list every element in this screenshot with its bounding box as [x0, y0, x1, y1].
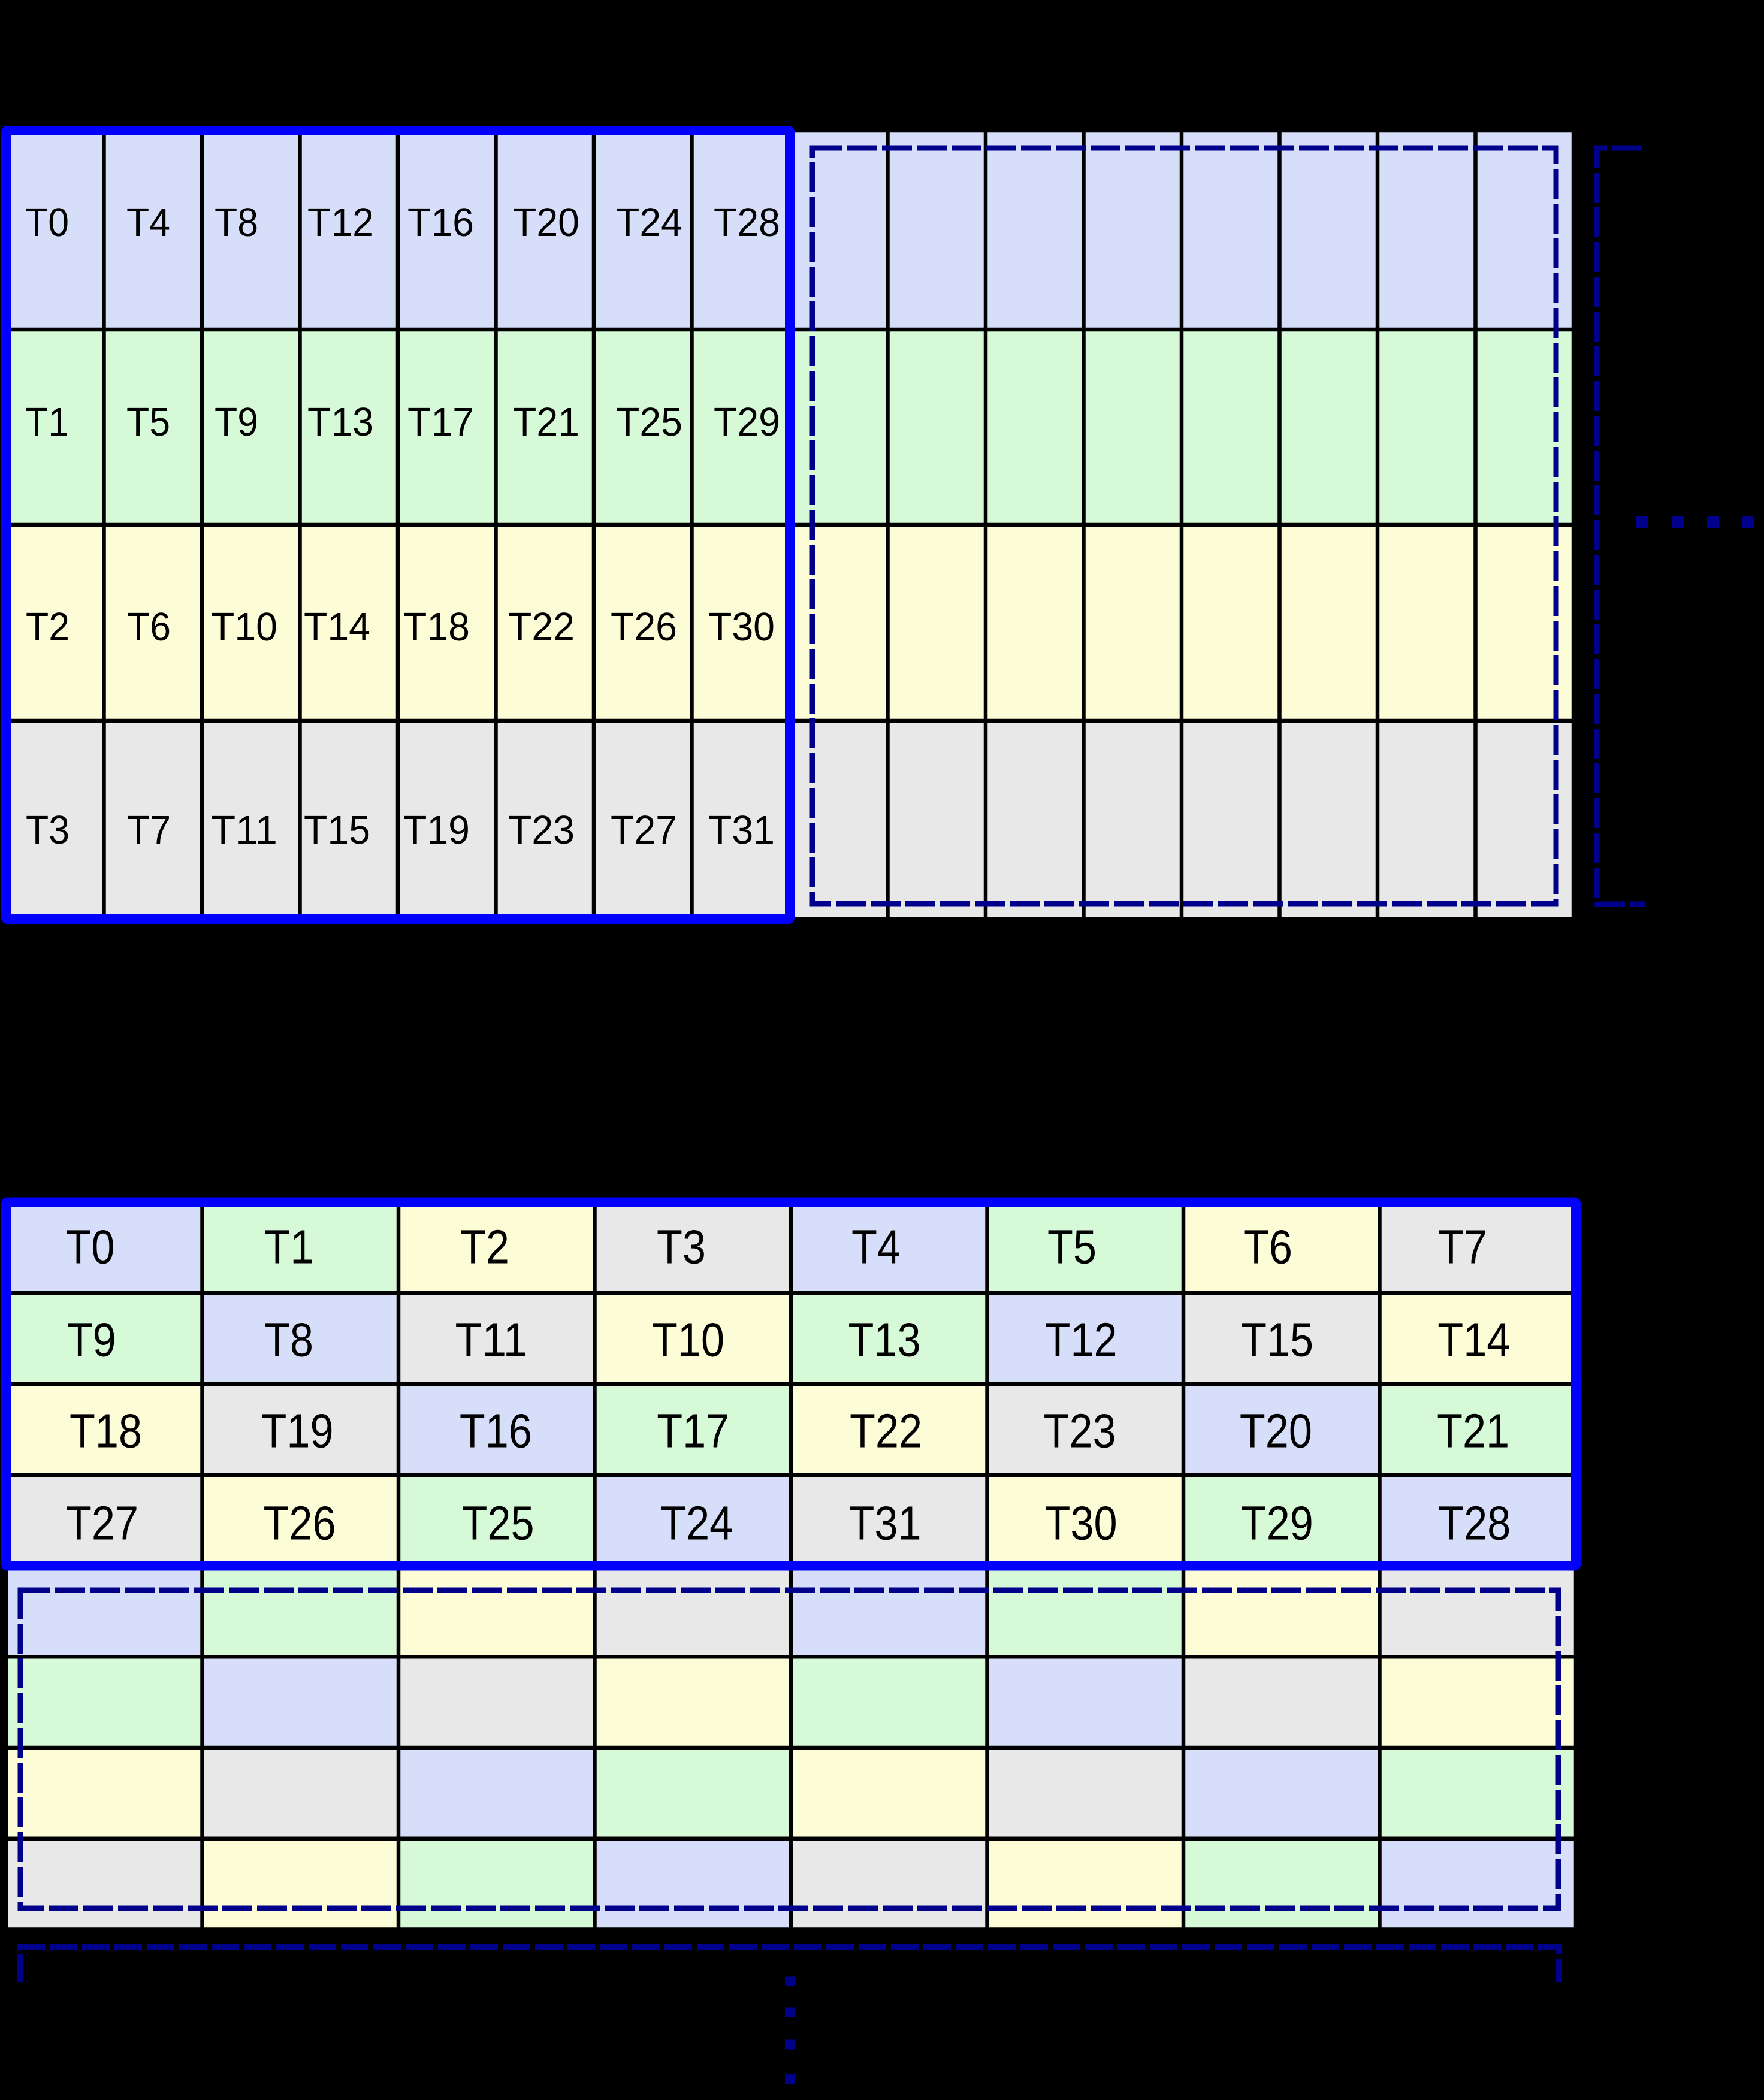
svg-text:T30: T30 — [708, 605, 775, 649]
svg-text:T23: T23 — [508, 808, 575, 853]
svg-text:T22: T22 — [850, 1404, 922, 1458]
svg-text:T30: T30 — [1045, 1497, 1117, 1550]
svg-text:T7: T7 — [127, 808, 171, 853]
svg-text:T13: T13 — [307, 400, 374, 445]
svg-text:T2: T2 — [460, 1220, 509, 1274]
svg-text:T28: T28 — [1438, 1497, 1511, 1550]
svg-text:T18: T18 — [70, 1404, 142, 1458]
svg-text:T18: T18 — [403, 605, 470, 649]
svg-text:T7: T7 — [1438, 1220, 1487, 1274]
svg-text:T31: T31 — [849, 1497, 922, 1550]
svg-text:T20: T20 — [513, 200, 579, 245]
svg-text:T24: T24 — [660, 1497, 733, 1550]
svg-text:T17: T17 — [657, 1404, 729, 1458]
svg-text:T26: T26 — [264, 1497, 336, 1550]
svg-text:T29: T29 — [714, 400, 780, 445]
svg-text:T27: T27 — [611, 808, 677, 853]
svg-text:T0: T0 — [65, 1220, 114, 1274]
svg-text:T2: T2 — [26, 605, 70, 649]
svg-text:T11: T11 — [455, 1313, 528, 1367]
svg-text:T6: T6 — [127, 605, 171, 649]
svg-text:T5: T5 — [126, 400, 170, 445]
svg-text:T21: T21 — [1437, 1404, 1509, 1458]
svg-text:T14: T14 — [304, 605, 370, 649]
svg-text:T0: T0 — [25, 200, 69, 245]
svg-text:T14: T14 — [1437, 1313, 1510, 1367]
svg-text:T11: T11 — [211, 808, 277, 853]
svg-text:T12: T12 — [1045, 1313, 1117, 1367]
svg-text:T16: T16 — [460, 1404, 532, 1458]
svg-text:T17: T17 — [407, 400, 474, 445]
svg-text:T25: T25 — [616, 400, 682, 445]
svg-text:T1: T1 — [25, 400, 69, 445]
svg-text:T27: T27 — [66, 1497, 138, 1550]
svg-text:T4: T4 — [126, 200, 170, 245]
svg-text:T4: T4 — [851, 1220, 901, 1274]
svg-text:T29: T29 — [1241, 1497, 1313, 1550]
svg-text:T15: T15 — [1241, 1313, 1313, 1367]
svg-text:T8: T8 — [264, 1313, 313, 1367]
svg-text:T31: T31 — [708, 808, 775, 853]
svg-text:T21: T21 — [513, 400, 579, 445]
svg-text:T8: T8 — [215, 200, 258, 245]
svg-text:T9: T9 — [67, 1313, 116, 1367]
svg-text:T10: T10 — [652, 1313, 724, 1367]
svg-text:T3: T3 — [657, 1220, 706, 1274]
svg-text:T20: T20 — [1240, 1404, 1312, 1458]
svg-text:T19: T19 — [403, 808, 470, 853]
svg-text:T19: T19 — [261, 1404, 334, 1458]
svg-text:T24: T24 — [616, 200, 682, 245]
svg-text:T15: T15 — [304, 808, 370, 853]
svg-text:T16: T16 — [407, 200, 474, 245]
svg-text:T5: T5 — [1047, 1220, 1097, 1274]
svg-text:T1: T1 — [264, 1220, 313, 1274]
svg-text:T23: T23 — [1044, 1404, 1116, 1458]
svg-text:T13: T13 — [848, 1313, 921, 1367]
svg-text:T26: T26 — [611, 605, 677, 649]
svg-text:T10: T10 — [211, 605, 277, 649]
svg-text:T6: T6 — [1243, 1220, 1292, 1274]
svg-text:T9: T9 — [215, 400, 258, 445]
svg-text:T22: T22 — [508, 605, 575, 649]
svg-text:T25: T25 — [462, 1497, 534, 1550]
svg-text:T28: T28 — [714, 200, 780, 245]
svg-text:T3: T3 — [26, 808, 70, 853]
svg-text:T12: T12 — [307, 200, 374, 245]
